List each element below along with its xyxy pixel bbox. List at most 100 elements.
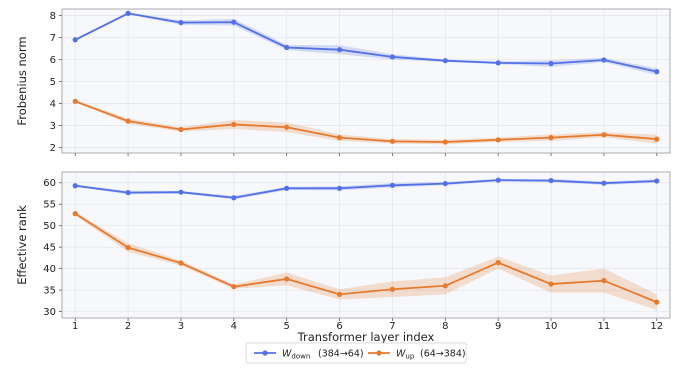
data-point <box>654 299 660 305</box>
data-point <box>125 118 131 124</box>
data-point <box>125 10 131 16</box>
data-point <box>389 286 396 292</box>
series-line <box>74 100 657 143</box>
x-tick-label: 5 <box>284 321 290 332</box>
y-tick-label: 40 <box>43 264 56 275</box>
y-tick-label: 50 <box>43 221 56 232</box>
y-tick-label: 8 <box>50 11 56 22</box>
plot-area <box>62 172 670 318</box>
data-point <box>442 283 448 289</box>
legend-suffix-w-up: (64→384) <box>420 349 466 360</box>
legend: Wdown (384→64) Wup (64→384) <box>245 342 467 364</box>
data-point <box>178 260 184 266</box>
y-tick-label: 30 <box>43 307 56 318</box>
legend-entry-w-up: Wup (64→384) <box>368 349 466 361</box>
data-point <box>654 69 660 75</box>
x-tick-label: 9 <box>495 321 501 332</box>
data-point <box>601 278 607 284</box>
data-point <box>336 47 343 53</box>
x-tick-label: 4 <box>231 321 237 332</box>
x-tick-label: 11 <box>598 321 611 332</box>
y-tick-label: 4 <box>50 99 56 110</box>
data-point <box>336 291 343 297</box>
data-point <box>284 276 290 282</box>
data-point <box>601 132 607 138</box>
legend-entry-w-down: Wdown (384→64) <box>254 349 364 361</box>
panel-frobenius-norm: 2 3 4 5 6 7 8 Frobenius norm <box>15 8 671 156</box>
series-0 <box>72 177 660 201</box>
data-point <box>495 137 501 143</box>
series-1 <box>72 98 660 145</box>
x-tick-label: 3 <box>178 321 184 332</box>
data-point <box>495 177 501 183</box>
data-point <box>389 182 396 188</box>
legend-label-w-up: Wup <box>396 349 415 361</box>
data-point <box>336 185 343 191</box>
data-point <box>284 185 290 191</box>
data-point <box>548 177 554 184</box>
series-0 <box>72 10 660 75</box>
legend-suffix-w-down: (384→64) <box>318 349 364 360</box>
y-tick-label: 35 <box>43 286 56 297</box>
data-point <box>72 211 78 217</box>
panel-effective-rank: 30 35 40 45 50 55 60 Effective rank <box>15 171 671 321</box>
data-point <box>442 180 448 187</box>
data-point <box>72 37 78 43</box>
data-point <box>389 138 396 144</box>
data-point <box>284 44 290 51</box>
data-point <box>601 180 607 186</box>
data-point <box>284 124 290 130</box>
y-tick-label: 3 <box>50 121 56 132</box>
series-1 <box>72 211 660 310</box>
legend-marker-w-up <box>376 350 382 356</box>
x-tick-label: 12 <box>650 321 663 332</box>
legend-frame <box>245 342 467 364</box>
y-tick-label: 60 <box>43 178 56 189</box>
data-point <box>495 60 501 66</box>
x-tick-label: 1 <box>72 321 78 332</box>
x-tick-label: 7 <box>389 321 395 332</box>
data-point <box>442 139 448 145</box>
y-tick-label: 6 <box>50 55 56 66</box>
data-point <box>548 60 554 67</box>
data-point <box>548 135 554 141</box>
y-tick-label: 45 <box>43 243 56 254</box>
data-point <box>336 135 343 141</box>
plot-frame <box>61 8 671 154</box>
x-axis-label: Transformer layer index <box>297 330 435 344</box>
x-tick-label: 8 <box>442 321 448 332</box>
data-point <box>72 98 78 104</box>
x-tick-label: 2 <box>125 321 131 332</box>
y-tick-label: 2 <box>50 143 56 154</box>
data-point <box>231 19 237 25</box>
legend-label-w-down: Wdown <box>282 349 310 361</box>
x-tick-label: 6 <box>336 321 342 332</box>
data-point <box>654 136 660 142</box>
data-point <box>442 58 448 64</box>
data-point <box>231 284 237 290</box>
data-point <box>72 183 78 189</box>
x-tick-label: 10 <box>545 321 558 332</box>
plot-area <box>62 9 670 153</box>
plot-frame <box>61 171 671 319</box>
y-tick-label: 5 <box>50 77 56 88</box>
y-tick-label: 7 <box>50 33 56 44</box>
data-point <box>178 189 184 195</box>
data-point <box>495 260 501 266</box>
data-point <box>125 244 131 251</box>
series-line <box>74 12 657 73</box>
data-point <box>231 195 237 201</box>
x-tick-labels: 1 2 3 4 5 6 7 8 9 10 11 12 <box>72 321 663 332</box>
data-point <box>389 54 396 60</box>
series-band <box>75 211 657 310</box>
data-point <box>125 190 131 196</box>
series-line <box>75 179 657 199</box>
data-point <box>548 281 554 287</box>
data-point <box>231 121 237 128</box>
y-axis-label: Frobenius norm <box>15 36 29 125</box>
data-point <box>601 57 607 63</box>
data-point <box>178 20 184 26</box>
y-tick-label: 55 <box>43 200 56 211</box>
data-point <box>654 178 660 184</box>
